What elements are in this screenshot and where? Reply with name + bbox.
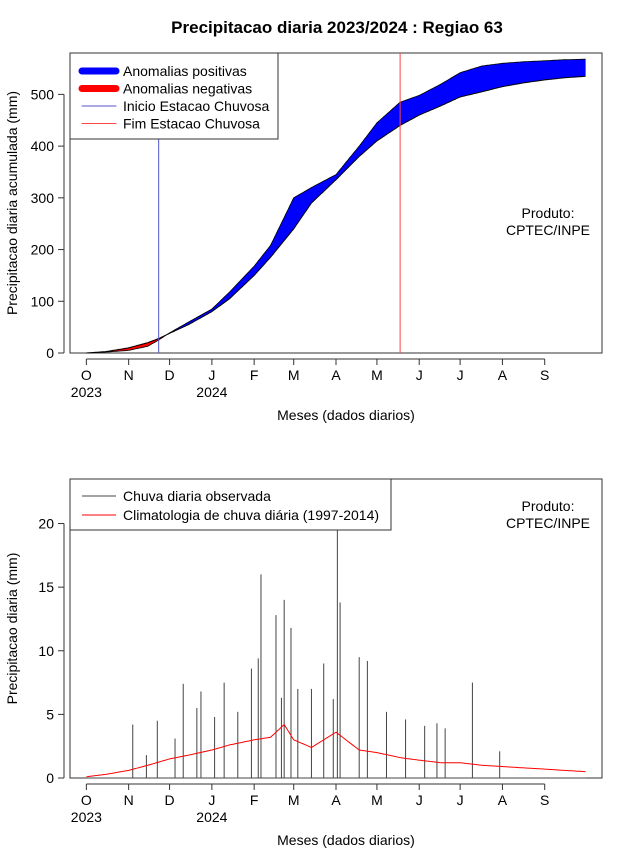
top-y-tick-label: 400 — [31, 138, 55, 154]
top-legend-label: Inicio Estacao Chuvosa — [123, 98, 270, 114]
product-label-line2: CPTEC/INPE — [506, 515, 590, 531]
top-x-tick-label: J — [208, 367, 215, 383]
bottom-x-tick-label: O — [81, 792, 92, 808]
bottom-legend: Chuva diaria observada Climatologia de ch… — [69, 478, 392, 531]
top-y-tick-label: 300 — [31, 190, 55, 206]
bottom-y-tick-label: 20 — [38, 516, 54, 532]
top-x-tick-label: A — [498, 367, 508, 383]
top-legend-label: Anomalias positivas — [123, 63, 247, 79]
top-y-tick-label: 100 — [31, 293, 55, 309]
bottom-x-tick-label: J — [416, 792, 423, 808]
bottom-x-tick-label: A — [331, 792, 341, 808]
bottom-x-tick-label: A — [498, 792, 508, 808]
top-x-tick-label: F — [250, 367, 259, 383]
top-y-tick-label: 500 — [31, 86, 55, 102]
product-label-line1: Produto: — [522, 205, 575, 221]
bottom-x-tick-label: D — [165, 792, 175, 808]
top-x-tick-label: D — [165, 367, 175, 383]
top-legend: Anomalias positivas Anomalias negativasIn… — [69, 52, 279, 140]
cumulative-panel: 0 100 200 300 400 500 O N D J F M A M J J A S 2023 2024 Mese… — [4, 52, 603, 423]
bottom-year-label: 2024 — [196, 809, 227, 825]
climatology-daily-line — [86, 723, 586, 778]
observed-cumulative-line — [86, 58, 586, 354]
top-y-axis-title: Precipitacao diaria acumulada (mm) — [4, 91, 20, 315]
bottom-y-tick-label: 15 — [38, 579, 54, 595]
bottom-x-tick-label: J — [208, 792, 215, 808]
top-x-tick-label: S — [540, 367, 549, 383]
negative-anomaly-area — [87, 335, 166, 353]
bottom-x-tick-label: J — [457, 792, 464, 808]
bottom-x-axis-title: Meses (dados diarios) — [277, 832, 415, 848]
bottom-x-tick-label: F — [250, 792, 259, 808]
bottom-y-axis-title: Precipitacao diaria (mm) — [4, 553, 20, 705]
top-legend-label: Anomalias negativas — [123, 81, 252, 97]
top-x-tick-label: M — [288, 367, 300, 383]
top-x-tick-label: A — [331, 367, 341, 383]
climatology-cumulative-line — [86, 75, 586, 354]
bottom-y-tick-label: 10 — [38, 643, 54, 659]
top-legend-box — [69, 52, 279, 140]
top-year-label: 2024 — [196, 384, 227, 400]
chart-title: Precipitacao diaria 2023/2024 : Regiao 6… — [171, 18, 503, 37]
top-y-tick-label: 200 — [31, 242, 55, 258]
top-plot-frame — [69, 52, 603, 354]
bottom-x-tick-label: M — [288, 792, 300, 808]
bottom-legend-label: Climatologia de chuva diária (1997-2014) — [123, 507, 379, 523]
top-x-tick-label: N — [124, 367, 134, 383]
product-label-line2: CPTEC/INPE — [506, 222, 590, 238]
daily-panel: 0 5 10 15 20 O N D J F M A M J J A S 2023 2024 Meses (dados… — [4, 478, 603, 848]
top-x-tick-label: J — [457, 367, 464, 383]
bottom-legend-label: Chuva diaria observada — [123, 488, 271, 504]
bottom-y-tick-label: 5 — [46, 706, 54, 722]
top-x-tick-label: M — [371, 367, 383, 383]
bottom-x-tick-label: M — [371, 792, 383, 808]
bottom-x-tick-label: N — [124, 792, 134, 808]
top-x-tick-label: O — [81, 367, 92, 383]
top-legend-label: Fim Estacao Chuvosa — [123, 116, 260, 132]
bottom-legend-box — [69, 478, 392, 531]
top-year-label: 2023 — [71, 384, 102, 400]
top-x-axis-title: Meses (dados diarios) — [277, 407, 415, 423]
product-label-line1: Produto: — [522, 498, 575, 514]
bottom-year-label: 2023 — [71, 809, 102, 825]
bottom-x-tick-label: S — [540, 792, 549, 808]
top-y-tick-label: 0 — [46, 345, 54, 361]
bottom-y-tick-label: 0 — [46, 770, 54, 786]
top-x-tick-label: J — [416, 367, 423, 383]
